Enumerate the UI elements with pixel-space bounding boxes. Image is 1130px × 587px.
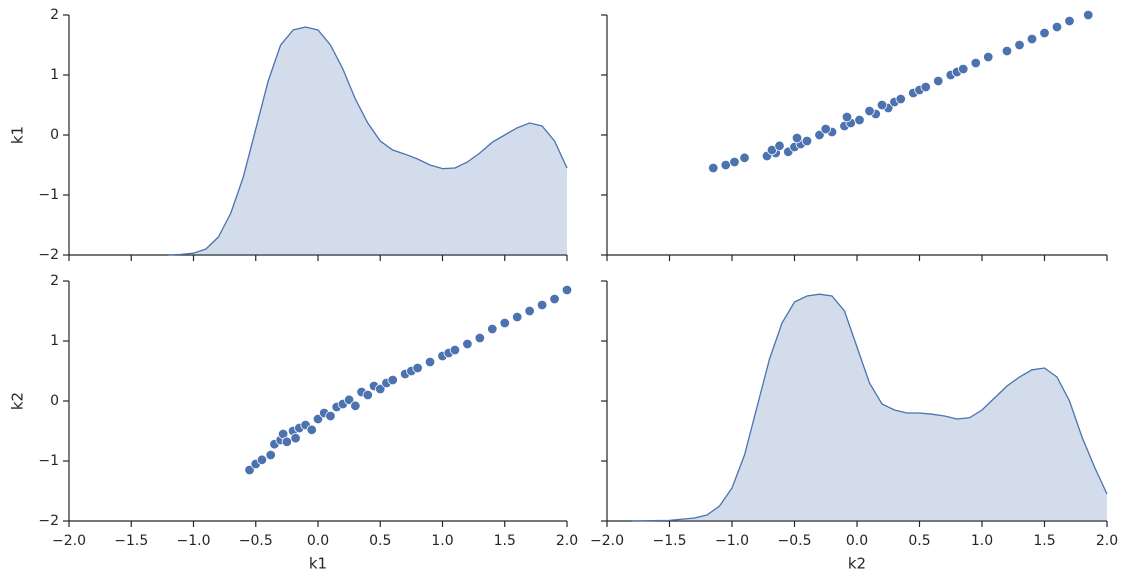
point bbox=[549, 293, 560, 305]
point bbox=[462, 338, 473, 350]
y-tick-label: 1 bbox=[50, 333, 59, 349]
point bbox=[256, 454, 268, 466]
y-tick-label: −1 bbox=[38, 187, 59, 203]
point bbox=[720, 159, 731, 171]
point bbox=[814, 129, 825, 141]
kde-line bbox=[631, 293, 1108, 522]
point bbox=[536, 299, 548, 311]
point bbox=[244, 464, 255, 476]
x-tick-label: 1.0 bbox=[971, 533, 993, 549]
point bbox=[499, 317, 510, 329]
point bbox=[1051, 21, 1063, 33]
y-tick-label: −1 bbox=[38, 453, 59, 469]
point bbox=[265, 449, 276, 461]
point bbox=[1039, 27, 1050, 39]
point bbox=[350, 400, 361, 412]
x-tick-label: 1.5 bbox=[494, 533, 516, 549]
point bbox=[1014, 39, 1025, 51]
point bbox=[362, 389, 374, 401]
point bbox=[412, 362, 423, 374]
point bbox=[512, 311, 523, 323]
point bbox=[983, 51, 994, 63]
y-tick-label: 1 bbox=[50, 67, 59, 83]
point bbox=[306, 424, 317, 436]
point bbox=[561, 284, 573, 296]
y-axis-label: k1 bbox=[9, 126, 27, 144]
y-tick-label: −2 bbox=[38, 247, 59, 263]
point bbox=[1026, 33, 1038, 45]
point bbox=[774, 140, 785, 152]
x-tick-label: −1.0 bbox=[715, 533, 749, 549]
point bbox=[876, 99, 888, 111]
x-tick-label: 0.5 bbox=[908, 533, 930, 549]
point bbox=[424, 356, 436, 368]
point bbox=[864, 105, 875, 117]
y-tick-label: 0 bbox=[50, 393, 59, 409]
x-tick-label: −2.0 bbox=[52, 533, 86, 549]
point bbox=[958, 63, 969, 75]
y-tick-label: 2 bbox=[50, 7, 59, 23]
point bbox=[920, 81, 931, 93]
point bbox=[1083, 9, 1094, 21]
point bbox=[474, 332, 486, 344]
point bbox=[487, 323, 498, 335]
point bbox=[281, 436, 293, 448]
x-tick-label: −1.5 bbox=[114, 533, 148, 549]
x-tick-label: 2.0 bbox=[556, 533, 578, 549]
x-tick-label: 2.0 bbox=[1096, 533, 1118, 549]
x-tick-label: −1.5 bbox=[653, 533, 687, 549]
kde-fill bbox=[632, 294, 1107, 521]
point bbox=[791, 132, 803, 144]
point bbox=[1064, 15, 1075, 27]
point bbox=[290, 433, 301, 444]
x-tick-label: 1.5 bbox=[1033, 533, 1055, 549]
x-tick-label: −1.0 bbox=[177, 533, 211, 549]
x-axis-label: k1 bbox=[309, 555, 327, 573]
point bbox=[801, 135, 813, 147]
x-tick-label: 0.0 bbox=[846, 533, 868, 549]
x-tick-label: 0.5 bbox=[369, 533, 391, 549]
y-tick-label: −2 bbox=[38, 513, 59, 529]
point bbox=[387, 374, 398, 386]
point bbox=[970, 57, 981, 69]
x-tick-label: −0.5 bbox=[778, 533, 812, 549]
x-axis-label: k2 bbox=[848, 555, 866, 573]
y-tick-label: 0 bbox=[50, 127, 59, 143]
point bbox=[312, 413, 324, 425]
point bbox=[708, 162, 719, 174]
kde-line bbox=[168, 26, 568, 256]
point bbox=[524, 305, 535, 317]
point bbox=[729, 156, 740, 168]
point bbox=[1001, 45, 1013, 57]
point bbox=[895, 93, 906, 105]
x-tick-label: −0.5 bbox=[239, 533, 273, 549]
y-tick-label: 2 bbox=[50, 273, 59, 289]
point bbox=[854, 114, 865, 126]
point bbox=[449, 344, 461, 356]
point bbox=[343, 394, 355, 406]
point bbox=[739, 152, 750, 164]
x-tick-label: 0.0 bbox=[307, 533, 329, 549]
point bbox=[375, 383, 386, 395]
point bbox=[841, 111, 853, 123]
y-axis-label: k2 bbox=[9, 392, 27, 410]
point bbox=[325, 410, 336, 422]
x-tick-label: 1.0 bbox=[431, 533, 453, 549]
kde-fill bbox=[168, 27, 567, 255]
x-tick-label: −2.0 bbox=[590, 533, 624, 549]
point bbox=[933, 75, 944, 87]
point bbox=[820, 123, 831, 135]
